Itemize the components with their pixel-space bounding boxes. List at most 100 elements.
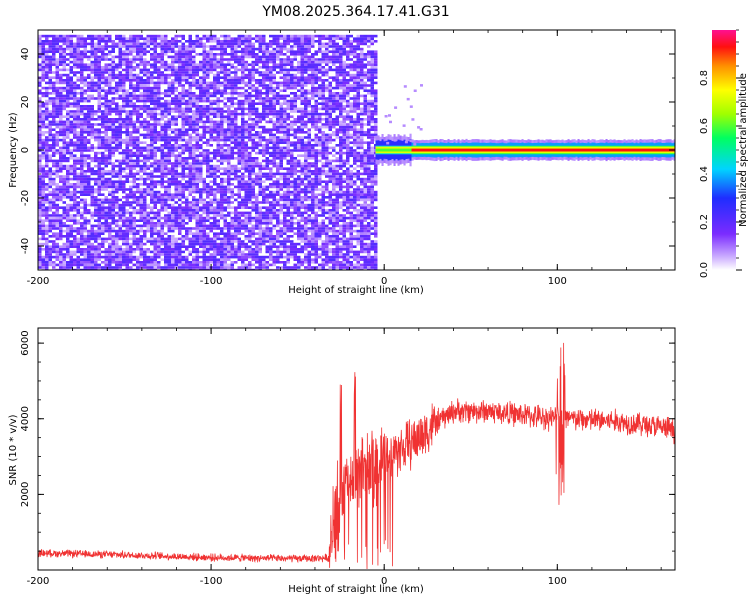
heatmap-cell [55, 245, 59, 248]
heatmap-cell [167, 196, 171, 199]
heatmap-cell [237, 190, 241, 194]
heatmap-cell [143, 45, 147, 48]
heatmap-cell [251, 224, 255, 228]
heatmap-cell [160, 201, 164, 204]
heatmap-cell [69, 79, 73, 82]
heatmap-cell [199, 53, 203, 56]
heatmap-cell [83, 216, 87, 220]
heatmap-cell [52, 81, 56, 85]
heatmap-cell [157, 219, 161, 222]
heatmap-cell [55, 63, 59, 66]
heatmap-cell [244, 45, 248, 48]
heatmap-cell [76, 86, 80, 90]
heatmap-cell [164, 172, 168, 176]
heatmap-cell [62, 136, 66, 139]
heatmap-cell [139, 154, 143, 157]
heatmap-cell [230, 190, 234, 194]
heatmap-cell [97, 102, 101, 105]
heatmap-cell [80, 177, 84, 181]
heatmap-cell [269, 42, 273, 46]
heatmap-cell [255, 209, 259, 212]
heatmap-cell [216, 198, 220, 202]
heatmap-cell [174, 245, 178, 248]
heatmap-cell [188, 237, 192, 241]
heatmap-cell [223, 240, 227, 243]
heatmap-cell [171, 151, 175, 155]
heatmap-cell [62, 222, 66, 225]
heatmap-cell [230, 76, 234, 79]
heatmap-cell [118, 255, 122, 259]
heatmap-cell [230, 255, 234, 259]
heatmap-cell [111, 198, 115, 202]
heatmap-cell [255, 164, 259, 168]
heatmap-cell [199, 120, 203, 124]
heatmap-cell [223, 255, 227, 259]
heatmap-cell [216, 253, 220, 256]
heatmap-cell [185, 66, 189, 69]
heatmap-cell [230, 170, 234, 173]
heatmap-cell [237, 170, 241, 173]
heatmap-cell [83, 159, 87, 163]
heatmap-cell [115, 133, 119, 137]
heatmap-cell [129, 73, 133, 77]
heatmap-cell [251, 71, 255, 74]
heatmap-cell [244, 180, 248, 183]
heatmap-cell [153, 162, 157, 165]
heatmap-cell [104, 37, 108, 40]
heatmap-cell [223, 242, 227, 246]
heatmap-cell [223, 266, 227, 269]
heatmap-cell [216, 45, 220, 48]
heatmap-cell [80, 167, 84, 170]
heatmap-cell [125, 253, 129, 256]
heatmap-cell [171, 99, 175, 103]
heatmap-cell [129, 102, 133, 105]
heatmap-cell [55, 60, 59, 64]
heatmap-cell [76, 206, 80, 209]
heatmap-cell [139, 193, 143, 196]
heatmap-cell [76, 237, 80, 241]
heatmap-cell [195, 177, 199, 181]
heatmap-cell [90, 133, 94, 137]
heatmap-cell [248, 177, 252, 181]
heatmap-cell [248, 112, 252, 116]
heatmap-cell [209, 258, 213, 261]
heatmap-cell [160, 177, 164, 181]
heatmap-cell [258, 219, 262, 222]
heatmap-cell [80, 159, 84, 163]
heatmap-cell [118, 203, 122, 207]
heatmap-cell [90, 45, 94, 48]
heatmap-cell [143, 141, 147, 144]
heatmap-cell [160, 172, 164, 176]
heatmap-cell [241, 37, 245, 40]
heatmap-cell [255, 92, 259, 95]
heatmap-cell [199, 229, 203, 233]
heatmap-cell [97, 211, 101, 215]
heatmap-cell [227, 136, 231, 139]
heatmap-cell [80, 63, 84, 66]
heatmap-cell [216, 170, 220, 173]
heatmap-cell [234, 45, 238, 48]
heatmap-cell [101, 138, 105, 142]
heatmap-cell [80, 66, 84, 69]
heatmap-cell [206, 131, 210, 134]
heatmap-cell [104, 115, 108, 118]
heatmap-cell [97, 73, 101, 77]
heatmap-cell [167, 162, 171, 165]
heatmap-cell [143, 53, 147, 56]
heatmap-cell [45, 71, 49, 74]
heatmap-cell [237, 138, 241, 142]
heatmap-cell [265, 211, 269, 215]
heatmap-cell [90, 263, 94, 267]
heatmap-cell [167, 227, 171, 230]
heatmap-cell [195, 63, 199, 66]
heatmap-cell [181, 149, 185, 152]
heatmap-cell [167, 50, 171, 53]
heatmap-cell [164, 79, 168, 82]
heatmap-cell [199, 196, 203, 199]
heatmap-cell [220, 167, 224, 170]
heatmap-cell [181, 123, 185, 126]
heatmap-cell [139, 268, 143, 270]
heatmap-cell [195, 211, 199, 215]
heatmap-cell [220, 216, 224, 220]
